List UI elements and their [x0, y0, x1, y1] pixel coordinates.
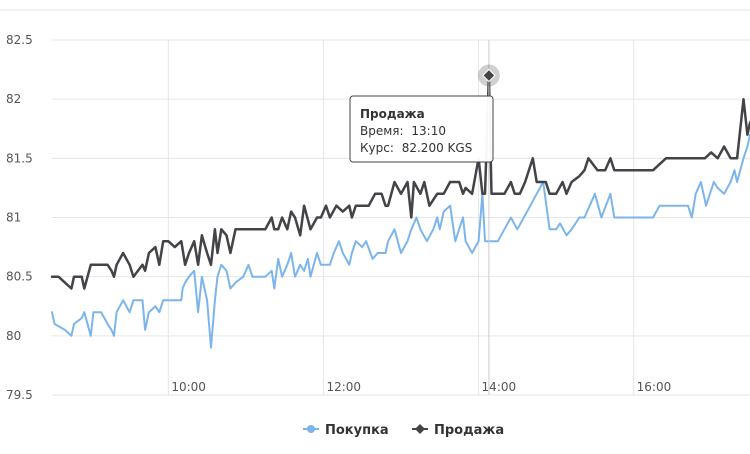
tooltip: Продажа Время: 13:10 Курс: 82.200 KGS — [349, 95, 494, 163]
legend-label-buy: Покупка — [325, 423, 389, 438]
y-tick-label: 80 — [6, 329, 21, 343]
tooltip-rate-line: Курс: 82.200 KGS — [360, 141, 472, 155]
grid-layer — [0, 9, 750, 396]
y-tick-label: 81 — [6, 211, 21, 225]
y-tick-label: 79.5 — [6, 388, 33, 402]
tooltip-rate-value: 82.200 KGS — [402, 141, 473, 155]
legend-label-sell: Продажа — [434, 423, 504, 438]
tooltip-time-label: Время: — [360, 124, 404, 138]
y-tick-label: 80.5 — [6, 270, 33, 284]
x-tick-label: 14:00 — [482, 380, 517, 394]
axis-layer: 79.5 80 80.5 81 81.5 82 82.5 10:00 12:00 14:00 16:… — [6, 33, 671, 402]
x-tick-label: 10:00 — [171, 380, 206, 394]
legend-marker-circle — [307, 425, 315, 433]
series-line-buy — [51, 133, 750, 349]
legend: Покупка Продажа — [303, 423, 504, 438]
x-tick-label: 12:00 — [326, 380, 361, 394]
tooltip-box — [349, 95, 494, 163]
y-tick-label: 82.5 — [6, 33, 33, 47]
tooltip-rate-label: Курс: — [360, 141, 394, 155]
y-tick-label: 82 — [6, 92, 21, 106]
legend-marker-diamond — [415, 424, 425, 434]
x-tick-label: 16:00 — [637, 380, 672, 394]
series-line-sell — [50, 74, 750, 290]
tooltip-title: Продажа — [360, 107, 425, 121]
hover-point-marker — [482, 68, 496, 83]
tooltip-time-value: 13:10 — [411, 124, 446, 138]
y-tick-label: 81.5 — [6, 151, 33, 165]
tooltip-time-line: Время: 13:10 — [360, 124, 446, 138]
series-layer — [50, 74, 750, 349]
